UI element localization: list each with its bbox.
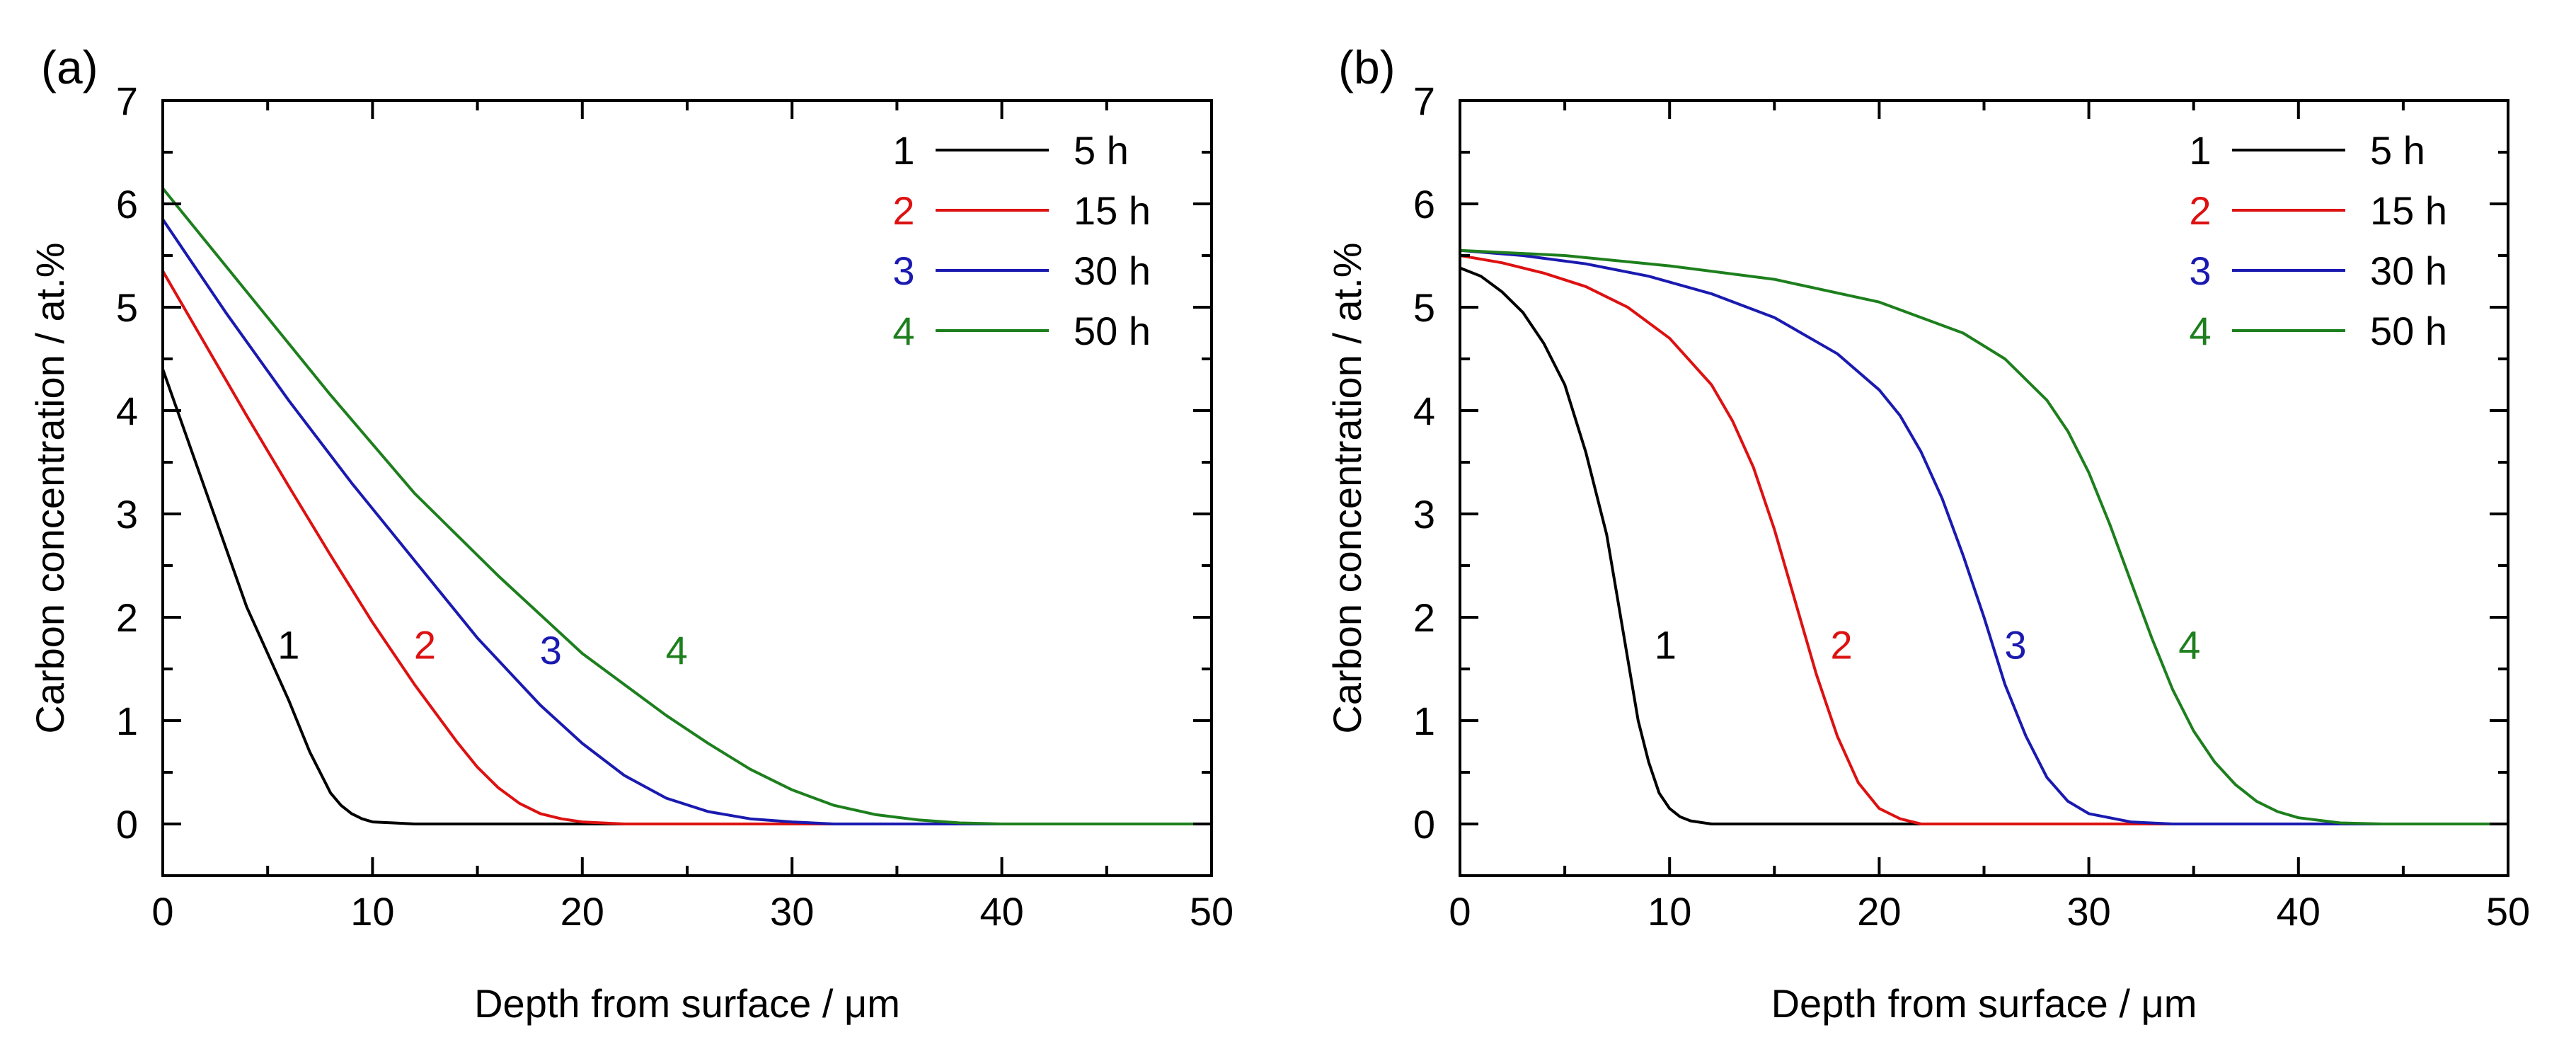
panel-b-y-tick-label: 2 [1413,595,1435,640]
panel-a-x-tick-label: 40 [979,889,1023,934]
panel-b-x-tick-label: 0 [1449,889,1471,934]
panel-a-series-4-line [163,187,1212,825]
panel-a-legend-number-3: 3 [892,248,914,293]
panel-a-y-tick-label: 6 [116,182,138,227]
panel-b-x-tick-label: 30 [2066,889,2110,934]
panel-a-y-tick-label: 3 [116,492,138,537]
panel-b-x-axis-title: Depth from surface / μm [1771,981,2197,1026]
panel-a-legend-label-3: 30 h [1074,248,1151,293]
panel-b-legend-number-2: 2 [2189,188,2211,233]
panel-a-y-tick-label: 0 [116,802,138,847]
panel-a-legend-label-4: 50 h [1074,309,1151,353]
panel-a-y-tick-label: 1 [116,699,138,743]
panel-a-series-1-line [163,368,1212,825]
panel-b-legend-label-1: 5 h [2370,128,2425,173]
panel-a-legend-label-2: 15 h [1074,188,1151,233]
panel-a-series-2-line [163,270,1212,825]
panel-b-curve-label-2: 2 [1831,623,1853,668]
panel-b-y-tick-label: 7 [1413,79,1435,123]
panel-a-series-3-line [163,218,1212,825]
panel-b-y-tick-label: 6 [1413,182,1435,227]
panel-a-x-tick-label: 0 [151,889,173,934]
panel-a-frame [161,99,1213,877]
panel-a-legend-number-2: 2 [892,188,914,233]
panel-b-series-1-line [1460,266,2508,825]
panel-b-y-tick-label: 5 [1413,285,1435,330]
panel-a-legend-label-1: 5 h [1074,128,1129,173]
panel-b-y-tick-label: 1 [1413,699,1435,743]
panel-b-curve-label-1: 1 [1655,623,1677,668]
panel-b-legend-number-1: 1 [2189,128,2211,173]
panel-b-series-3-line [1460,248,2508,825]
panel-a-label: (a) [41,41,98,93]
panel-a-y-axis-title: Carbon concentration / at.% [28,242,72,733]
panel-b-x-tick-label: 10 [1648,889,1691,934]
panel-a-x-axis-title: Depth from surface / μm [474,981,900,1026]
panel-a-y-tick-label: 5 [116,285,138,330]
panel-a-legend-number-1: 1 [892,128,914,173]
panel-b-frame [1459,99,2509,877]
panel-a-x-tick-label: 50 [1190,889,1234,934]
panel-b-x-tick-label: 20 [1857,889,1901,934]
panel-a-y-tick-label: 4 [116,389,138,433]
panel-a-curve-label-1: 1 [277,623,299,668]
panel-b-y-tick-label: 4 [1413,389,1435,433]
panel-b-x-tick-label: 40 [2277,889,2321,934]
panel-b-legend-label-2: 15 h [2370,188,2447,233]
panel-a-curve-label-3: 3 [540,628,562,672]
panel-a-y-tick-label: 7 [116,79,138,123]
panel-b-legend-number-3: 3 [2189,248,2211,293]
panel-b-y-axis-title: Carbon concentration / at.% [1325,242,1369,733]
panel-a-curve-label-4: 4 [666,628,688,672]
panel-b-label: (b) [1338,41,1396,93]
panel-b-legend-label-3: 30 h [2370,248,2447,293]
panel-a-legend-number-4: 4 [892,309,914,353]
panel-b-x-tick-label: 50 [2486,889,2530,934]
panel-b-y-tick-label: 0 [1413,802,1435,847]
panel-a-x-tick-label: 30 [770,889,814,934]
panel-a-curve-label-2: 2 [414,623,436,668]
panel-b-series-2-line [1460,254,2508,825]
panel-a-x-tick-label: 20 [560,889,604,934]
panel-a-y-tick-label: 2 [116,595,138,640]
panel-b-y-tick-label: 3 [1413,492,1435,537]
panel-a-x-tick-label: 10 [350,889,394,934]
panel-b-legend-label-4: 50 h [2370,309,2447,353]
panel-b-series-4-line [1460,248,2508,825]
panel-b-legend-number-4: 4 [2189,309,2211,353]
panel-b-curve-label-4: 4 [2178,623,2200,668]
panel-b-curve-label-3: 3 [2004,623,2026,668]
